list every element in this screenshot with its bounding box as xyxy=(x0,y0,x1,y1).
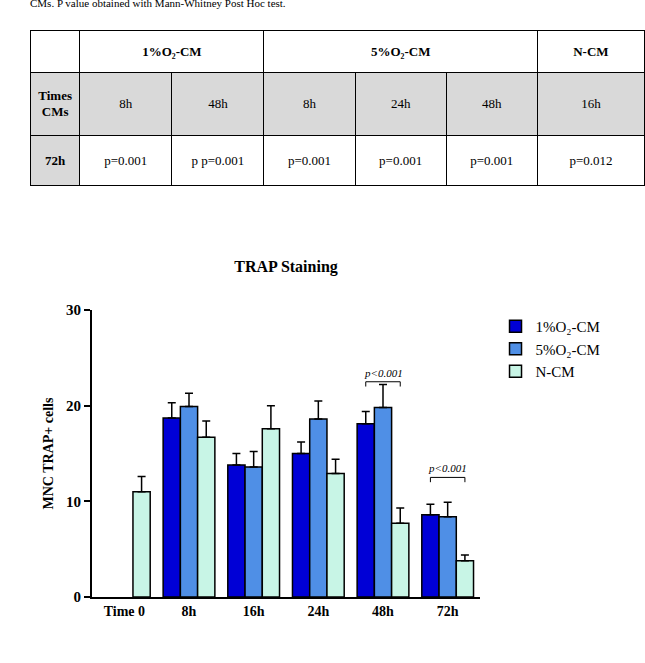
html-text:p=0.012: p=0.012 xyxy=(569,152,613,168)
svg-text:8h: 8h xyxy=(182,604,197,619)
svg-text:24h: 24h xyxy=(307,604,329,619)
html-text:48h: 48h xyxy=(208,96,228,111)
svg-text:10: 10 xyxy=(66,494,81,510)
svg-text:16h: 16h xyxy=(243,604,265,619)
svg-text:1%O₂-CM: 1%O₂-CM xyxy=(536,319,600,335)
svg-text:5%O₂-CM: 5%O₂-CM xyxy=(536,342,600,358)
svg-text:Time 0: Time 0 xyxy=(104,604,145,619)
svg-text:p<0.001: p<0.001 xyxy=(364,367,403,379)
html-text:16h: 16h xyxy=(581,96,601,111)
html-text:1%O₂-CM: 1%O₂-CM xyxy=(142,43,202,59)
html-text:p=0.001: p=0.001 xyxy=(288,152,332,168)
svg-text:20: 20 xyxy=(66,398,81,414)
svg-text:72h: 72h xyxy=(437,604,459,619)
svg-text:0: 0 xyxy=(74,589,82,605)
html-text:p=0.001: p=0.001 xyxy=(104,152,148,168)
html-text:p=0.001: p=0.001 xyxy=(470,152,514,168)
html-text:N-CM: N-CM xyxy=(573,43,609,59)
svg-text:48h: 48h xyxy=(372,604,394,619)
html-text:8h: 8h xyxy=(119,96,133,111)
html-text:5%O₂-CM: 5%O₂-CM xyxy=(370,43,431,59)
html-text:24h: 24h xyxy=(390,96,411,111)
svg-text:TRAP Staining: TRAP Staining xyxy=(234,258,338,276)
svg-text:MNC TRAP+ cells: MNC TRAP+ cells xyxy=(41,397,56,509)
svg-text:p<0.001: p<0.001 xyxy=(428,462,467,474)
html-text:72h: 72h xyxy=(45,152,66,168)
html-text:Times CMs: Times CMs xyxy=(38,88,72,119)
html-text:8h: 8h xyxy=(303,96,316,111)
html-text:p p=0.001: p p=0.001 xyxy=(191,152,245,168)
svg-text:30: 30 xyxy=(66,302,81,318)
svg-text:N-CM: N-CM xyxy=(536,364,575,380)
html-text:p=0.001: p=0.001 xyxy=(379,152,423,168)
html-text:48h: 48h xyxy=(482,96,502,111)
